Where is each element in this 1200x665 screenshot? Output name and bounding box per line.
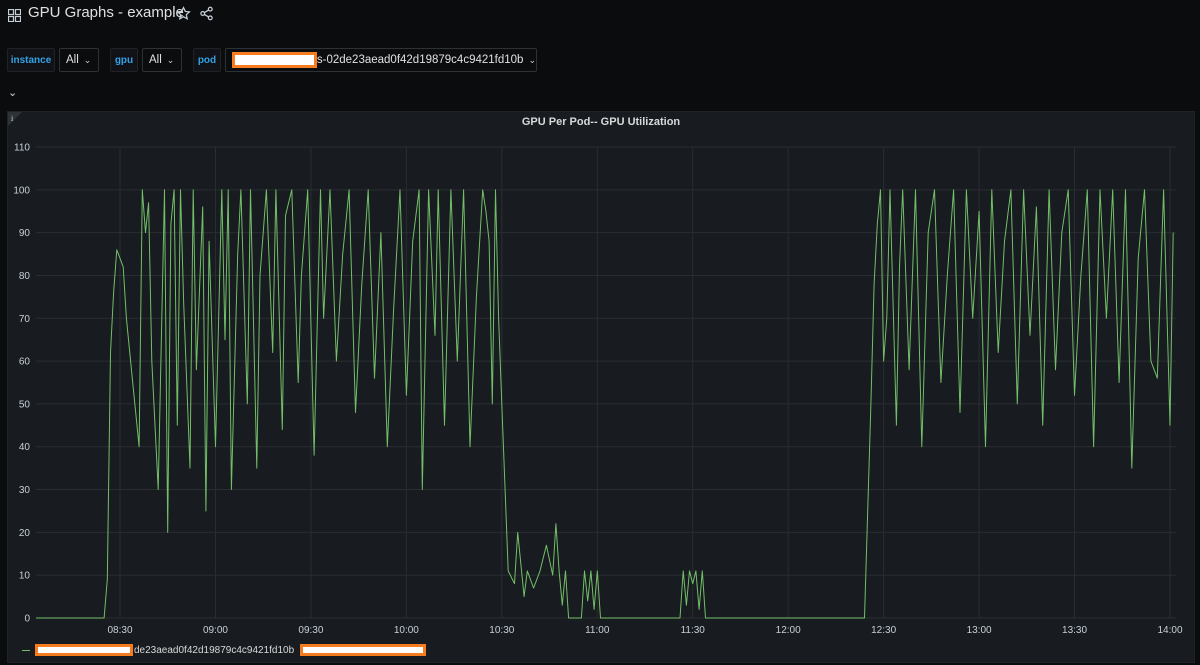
y-tick-label: 30 xyxy=(19,485,31,496)
variable-select-instance[interactable]: All ⌄ xyxy=(59,48,99,72)
y-tick-label: 50 xyxy=(19,399,31,410)
x-tick-label: 11:00 xyxy=(585,625,610,636)
y-tick-label: 90 xyxy=(19,228,31,239)
chevron-down-icon: ⌄ xyxy=(83,54,92,65)
x-tick-label: 14:00 xyxy=(1157,625,1182,636)
dashboard-header: GPU Graphs - example xyxy=(0,0,1200,30)
x-tick-label: 13:30 xyxy=(1062,625,1087,636)
variable-label-instance: instance xyxy=(7,48,55,72)
y-tick-label: 80 xyxy=(19,271,31,282)
x-tick-label: 10:00 xyxy=(394,625,419,636)
legend-series-color-marker xyxy=(22,649,30,651)
variable-select-pod[interactable]: s-02de23aead0f42d19879c4c9421fd10b ⌄ xyxy=(225,48,537,72)
redaction-box xyxy=(232,52,317,68)
y-tick-label: 60 xyxy=(19,357,31,368)
x-tick-label: 12:00 xyxy=(776,625,801,636)
x-tick-label: 09:00 xyxy=(203,625,228,636)
y-tick-label: 20 xyxy=(19,528,31,539)
variable-value-pod: s-02de23aead0f42d19879c4c9421fd10b xyxy=(316,54,524,66)
row-collapse-chevron-icon[interactable]: ⌄ xyxy=(8,86,18,99)
grid-icon[interactable] xyxy=(7,7,22,26)
x-tick-label: 12:30 xyxy=(871,625,896,636)
variable-label-pod: pod xyxy=(193,48,221,72)
svg-text:i: i xyxy=(11,114,14,123)
variable-label-gpu: gpu xyxy=(110,48,138,72)
chevron-down-icon: ⌄ xyxy=(166,54,175,65)
y-tick-label: 10 xyxy=(19,571,31,582)
redaction-box xyxy=(300,644,427,656)
y-tick-label: 110 xyxy=(14,143,30,154)
redaction-box xyxy=(35,644,133,656)
x-tick-label: 10:30 xyxy=(489,625,514,636)
panel-title: GPU Per Pod-- GPU Utilization xyxy=(521,116,681,128)
y-tick-label: 100 xyxy=(13,185,30,196)
series-line xyxy=(36,189,1174,619)
chevron-down-icon: ⌄ xyxy=(528,54,536,65)
variable-value-gpu: All xyxy=(149,54,162,66)
y-tick-label: 70 xyxy=(19,314,31,325)
dashboard-title[interactable]: GPU Graphs - example xyxy=(28,4,184,21)
x-tick-label: 11:30 xyxy=(681,625,706,636)
chart-legend[interactable]: de23aead0f42d19879c4c9421fd10b xyxy=(22,643,427,657)
x-tick-label: 09:30 xyxy=(298,625,323,636)
y-tick-label: 0 xyxy=(24,614,30,625)
x-tick-label: 08:30 xyxy=(107,625,132,636)
x-tick-label: 13:00 xyxy=(967,625,992,636)
share-icon[interactable] xyxy=(199,6,214,25)
variable-value-instance: All xyxy=(66,54,79,66)
star-icon[interactable] xyxy=(176,6,191,25)
y-tick-label: 40 xyxy=(19,442,31,453)
panel-info-icon[interactable]: i xyxy=(8,112,22,126)
variable-select-gpu[interactable]: All ⌄ xyxy=(142,48,182,72)
legend-series-label: de23aead0f42d19879c4c9421fd10b xyxy=(134,644,295,656)
